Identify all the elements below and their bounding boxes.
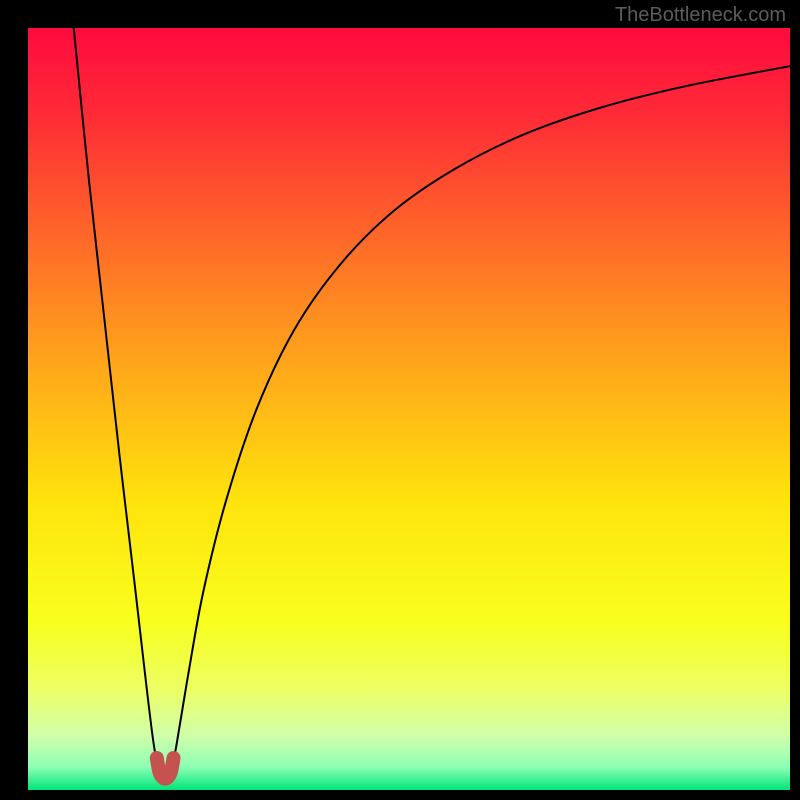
frame-border-bottom [0,790,800,800]
dip-marker [157,758,174,779]
frame-border-left [0,0,28,800]
curve-layer [28,28,790,790]
plot-area [28,28,790,790]
watermark-text: TheBottleneck.com [615,4,786,27]
chart-canvas: TheBottleneck.com [0,0,800,800]
bottleneck-curve [74,28,790,781]
frame-border-right [790,0,800,800]
